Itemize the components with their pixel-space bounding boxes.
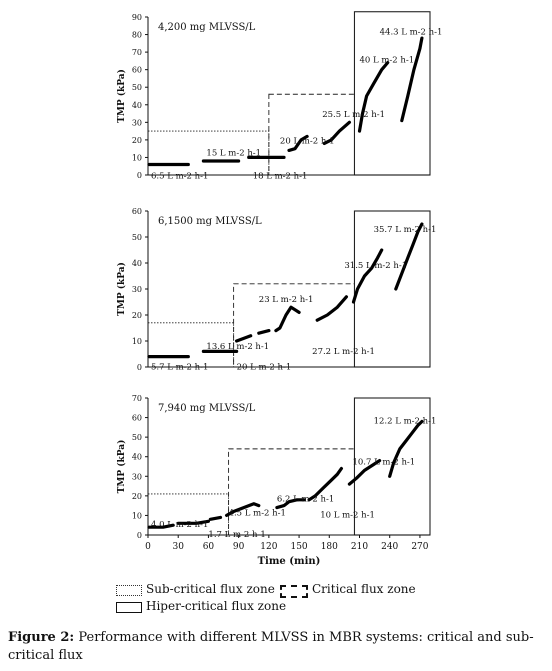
y-tick-label: 20 xyxy=(132,311,142,320)
flux-annotation: 23 L m-2 h-1 xyxy=(259,295,314,305)
flux-annotation: 31.5 L m-2 h-1 xyxy=(344,261,407,271)
flux-annotation: 44.3 L m-2 h-1 xyxy=(380,28,443,38)
caption-text: Performance with different MLVSS in MBR … xyxy=(8,630,534,663)
flux-annotation: 15 L m-2 h-1 xyxy=(206,149,261,159)
x-tick-label: 120 xyxy=(260,542,277,552)
series-line xyxy=(208,515,223,521)
critical-swatch xyxy=(280,585,308,598)
x-axis-label: Time (min) xyxy=(258,556,321,567)
critical-zone xyxy=(228,448,355,536)
y-tick-label: 30 xyxy=(132,472,142,481)
y-tick-label: 60 xyxy=(132,414,142,423)
x-tick-label: 270 xyxy=(411,542,428,552)
flux-annotation: 6.2 L m-2 h-1 xyxy=(277,495,334,505)
series-line xyxy=(394,222,424,291)
x-tick-label: 180 xyxy=(321,542,338,552)
flux-annotation: 10 L m-2 h-1 xyxy=(320,510,375,520)
flux-annotation: 12.2 L m-2 h-1 xyxy=(374,416,437,426)
series-line xyxy=(287,134,309,152)
y-tick-label: 0 xyxy=(137,363,142,372)
legend-hiper-critical: Hiper-critical flux zone xyxy=(146,599,287,613)
y-tick-label: 50 xyxy=(132,83,142,92)
critical-zone xyxy=(268,93,355,176)
flux-annotation: 1.7 L m-2 h-1 xyxy=(208,530,265,540)
flux-annotation: 20 L m-2 h-1 xyxy=(280,136,335,146)
y-tick-label: 20 xyxy=(132,136,142,145)
series-line xyxy=(315,295,348,322)
x-tick-label: 210 xyxy=(351,542,368,552)
x-tick-label: 0 xyxy=(145,542,151,552)
y-tick-label: 60 xyxy=(132,66,142,75)
series-line xyxy=(307,466,343,502)
y-tick-label: 20 xyxy=(132,492,142,501)
flux-annotation: 4.0 L m-2 h-1 xyxy=(151,520,208,530)
y-tick-label: 30 xyxy=(132,118,142,127)
y-axis-label: TMP (kPa) xyxy=(116,440,127,494)
flux-annotation: 13.6 L m-2 h-1 xyxy=(206,342,269,352)
y-tick-label: 70 xyxy=(132,48,142,57)
series-line xyxy=(225,502,261,518)
legend-sub-critical: Sub-critical flux zone xyxy=(146,582,275,596)
y-tick-label: 90 xyxy=(132,13,142,22)
flux-annotation: 18 L m-2 h-1 xyxy=(253,172,308,182)
y-tick-label: 60 xyxy=(132,207,142,216)
panel-6150-mlvss: 0 10 20 30 40 50 60 TMP (kPa) 6,1500 mg MLVSS/L 5… xyxy=(116,207,436,373)
x-tick-label: 90 xyxy=(233,542,245,552)
panel-title: 4,200 mg MLVSS/L xyxy=(158,22,256,33)
series-line xyxy=(257,329,271,335)
series-line xyxy=(235,334,253,343)
y-tick-label: 70 xyxy=(132,394,142,403)
series-line xyxy=(351,248,384,304)
series-line xyxy=(388,419,424,478)
caption-label: Figure 2: xyxy=(8,630,75,645)
flux-annotation: 5.7 L m-2 h-1 xyxy=(151,363,208,373)
y-tick-label: 30 xyxy=(132,285,142,294)
series-line xyxy=(400,36,424,123)
series-line xyxy=(322,120,351,145)
series-line xyxy=(274,305,301,333)
flux-annotation: 10.7 L m-2 h-1 xyxy=(352,458,415,468)
x-tick-label: 30 xyxy=(172,542,184,552)
sub-critical-swatch xyxy=(116,585,142,596)
flux-annotation: 40 L m-2 h-1 xyxy=(360,56,415,66)
y-tick-label: 10 xyxy=(132,337,142,346)
x-tick-label: 240 xyxy=(381,542,398,552)
y-tick-label: 10 xyxy=(132,153,142,162)
series-line xyxy=(176,519,210,525)
series-line xyxy=(357,60,390,133)
x-tick-label: 60 xyxy=(203,542,215,552)
y-axis-label: TMP (kPa) xyxy=(116,69,127,123)
panel-title: 7,940 mg MLVSS/L xyxy=(158,403,256,414)
figure-caption: Figure 2: Performance with different MLV… xyxy=(8,629,544,665)
hiper-critical-swatch xyxy=(116,602,142,613)
flux-annotation: 4.5 L m-2 h-1 xyxy=(229,508,286,518)
y-tick-label: 40 xyxy=(132,453,142,462)
series-line xyxy=(347,459,382,486)
y-tick-label: 10 xyxy=(132,511,142,520)
series-line xyxy=(275,498,306,510)
panel-title: 6,1500 mg MLVSS/L xyxy=(158,216,262,227)
x-tick-label: 150 xyxy=(290,542,307,552)
flux-annotation: 6.5 L m-2 h-1 xyxy=(151,172,208,182)
legend-critical: Critical flux zone xyxy=(312,582,416,596)
flux-annotation: 25.5 L m-2 h-1 xyxy=(322,110,385,120)
y-tick-label: 40 xyxy=(132,259,142,268)
panel-7940-mlvss: 0 10 20 30 40 50 60 70 0 30 60 90 120 150 180 210 240 270… xyxy=(116,394,436,567)
y-tick-label: 0 xyxy=(137,531,142,540)
series-line xyxy=(147,523,175,529)
y-axis-label: TMP (kPa) xyxy=(116,262,127,316)
y-tick-label: 50 xyxy=(132,233,142,242)
y-tick-label: 0 xyxy=(137,171,142,180)
y-tick-label: 50 xyxy=(132,433,142,442)
y-tick-label: 40 xyxy=(132,101,142,110)
flux-annotation: 35.7 L m-2 h-1 xyxy=(374,225,437,235)
flux-annotation: 20 L m-2 h-1 xyxy=(237,363,292,373)
flux-annotation: 27.2 L m-2 h-1 xyxy=(312,347,375,357)
y-tick-label: 80 xyxy=(132,31,142,40)
panel-4200-mlvss: 0 10 20 30 40 50 60 70 80 90 TMP (kPa) 4,200 mg MLV… xyxy=(116,11,443,182)
